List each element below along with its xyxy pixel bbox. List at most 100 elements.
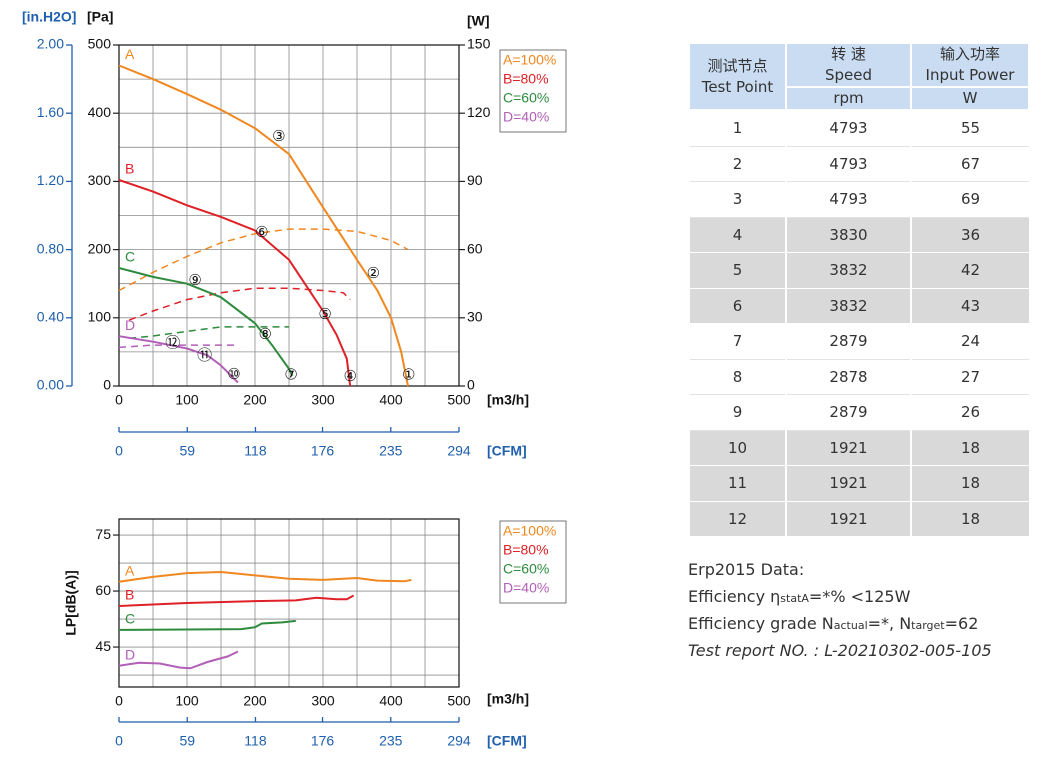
table-cell: 1921	[785, 430, 911, 466]
table-cell: 12	[688, 501, 786, 537]
erp-efficiency: Efficiency ηstatA=*% <125W	[688, 587, 992, 614]
curve	[118, 570, 412, 583]
curve-label: B	[125, 161, 134, 177]
curve	[118, 179, 352, 387]
y2-tick-label: 60	[467, 240, 483, 256]
axis-label: [in.H2O]	[22, 9, 76, 25]
header-text: Speed	[824, 66, 873, 84]
power-curve	[129, 326, 289, 340]
y3-tick-label: 2.00	[37, 36, 64, 52]
test-point-label: ③	[272, 128, 285, 145]
axis-label: [CFM]	[487, 443, 527, 459]
legend-entry: D=40%	[503, 580, 549, 596]
x2-tick-label: 294	[447, 733, 471, 749]
x2-tick-label: 235	[379, 443, 403, 459]
y3-tick-label: 1.60	[37, 104, 64, 120]
table-row: 4 3830 36	[688, 217, 1029, 253]
table-row: 9 2879 26	[688, 394, 1029, 431]
test-point-label: ②	[367, 265, 380, 282]
header-text: Test Point	[701, 77, 774, 96]
curve-label: A	[125, 562, 135, 578]
y-tick-label: 300	[88, 172, 112, 188]
header-cell: 测试节点 Test Point	[688, 42, 787, 111]
erp-data: Erp2015 Data: Efficiency ηstatA=*% <125W…	[688, 560, 992, 668]
table-row: 12 1921 18	[688, 501, 1029, 537]
table-cell: 2879	[785, 394, 911, 431]
table-cell: 18	[910, 430, 1029, 466]
legend-entry: C=60%	[503, 561, 549, 577]
y2-tick-label: 30	[467, 309, 483, 325]
x2-tick-label: 176	[311, 733, 335, 749]
y3-tick-label: 1.20	[37, 172, 64, 188]
curve	[118, 619, 296, 631]
table-row: 10 1921 18	[688, 430, 1029, 466]
x-tick-label: 200	[243, 392, 267, 408]
y-tick-label: 45	[95, 638, 111, 654]
table-cell: 27	[910, 359, 1029, 395]
curve	[118, 594, 355, 607]
x-tick-label: 100	[175, 392, 199, 408]
table-cell: 2878	[785, 359, 911, 395]
curve	[118, 335, 239, 384]
subscript: target	[911, 619, 945, 632]
table-cell: 1921	[785, 465, 911, 502]
table-cell: 4793	[785, 146, 911, 182]
table-cell: 11	[688, 465, 786, 502]
table-cell: 2879	[785, 323, 911, 360]
y-tick-label: 60	[95, 582, 111, 598]
power-curve	[118, 228, 409, 292]
header-text: 测试节点	[707, 56, 768, 75]
curve-label: C	[125, 249, 135, 265]
legend-entry: B=80%	[503, 71, 549, 87]
table-row: 6 3832 43	[688, 288, 1029, 324]
table-cell: 55	[910, 110, 1029, 147]
curve	[118, 650, 239, 670]
table-cell: 24	[910, 323, 1029, 360]
table-cell: 1921	[785, 501, 911, 537]
header-text: Input Power	[925, 66, 1015, 84]
table-cell: 43	[910, 288, 1029, 324]
subscript: statA	[780, 592, 809, 605]
axis-label: [CFM]	[487, 733, 527, 749]
curve-label: D	[125, 317, 135, 333]
table-cell: 67	[910, 146, 1029, 182]
table-cell: 36	[910, 217, 1029, 253]
table-cell: 3832	[785, 288, 911, 324]
table-cell: 6	[688, 288, 786, 324]
x-tick-label: 400	[379, 693, 403, 709]
axis-label: [Pa]	[87, 9, 113, 25]
text: =*% <125W	[808, 587, 911, 606]
text: Efficiency grade N	[688, 614, 834, 633]
plot-frame	[118, 44, 460, 387]
table-cell: 3832	[785, 252, 911, 289]
x-tick-label: 300	[311, 392, 335, 408]
x2-tick-label: 0	[115, 733, 123, 749]
table-cell: 4793	[785, 110, 911, 147]
x2-tick-label: 59	[179, 733, 195, 749]
y3-tick-label: 0.00	[37, 377, 64, 393]
y-tick-label: 400	[88, 104, 112, 120]
test-point-label: ⑧	[258, 326, 271, 343]
y-tick-label: 500	[88, 36, 112, 52]
erp-report: Test report NO. : L-20210302-005-105	[688, 641, 992, 660]
curve-label: D	[125, 646, 135, 662]
header-cell: 输入功率 Input Power	[910, 42, 1030, 88]
x2-tick-label: 59	[179, 443, 195, 459]
test-point-label: ⑪	[197, 347, 212, 364]
table-row: 11 1921 18	[688, 465, 1029, 502]
legend-entry: A=100%	[503, 52, 556, 68]
table-cell: 9	[688, 394, 786, 431]
table-cell: 42	[910, 252, 1029, 289]
x2-tick-label: 118	[244, 733, 267, 749]
table-cell: 5	[688, 252, 786, 289]
charts: 0 100 200 300 400 500010020030040050003060901…	[22, 9, 567, 749]
table-cell: 18	[910, 465, 1029, 502]
y-tick-label: 75	[95, 526, 111, 542]
y-tick-label: 100	[88, 309, 112, 325]
y2-tick-label: 0	[467, 377, 475, 393]
table-cell: 18	[910, 501, 1029, 537]
y-tick-label: 200	[88, 240, 112, 256]
x-tick-label: 300	[311, 693, 335, 709]
y3-tick-label: 0.40	[37, 309, 64, 325]
